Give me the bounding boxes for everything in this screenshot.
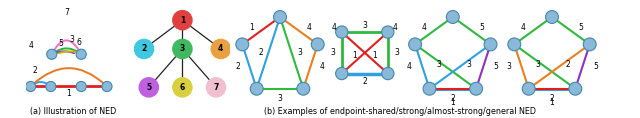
Text: 1: 1 (353, 51, 357, 60)
Text: 4: 4 (332, 23, 337, 32)
FancyArrowPatch shape (53, 40, 80, 52)
Text: 4: 4 (307, 23, 311, 32)
Text: (a) Illustration of NED: (a) Illustration of NED (31, 107, 116, 116)
Circle shape (446, 11, 460, 23)
Text: 1: 1 (249, 23, 253, 32)
FancyArrowPatch shape (33, 82, 49, 85)
Text: 2: 2 (362, 78, 367, 86)
Circle shape (46, 81, 56, 92)
Circle shape (470, 82, 483, 95)
Circle shape (381, 26, 394, 38)
Circle shape (211, 39, 230, 59)
Circle shape (508, 38, 521, 51)
Text: (b) Examples of endpoint-shared/strong/almost-strong/general NED: (b) Examples of endpoint-shared/strong/a… (264, 107, 536, 116)
Text: 1: 1 (550, 98, 554, 107)
Text: 1: 1 (180, 16, 185, 25)
Circle shape (26, 81, 36, 92)
Text: 3: 3 (297, 48, 302, 57)
Circle shape (297, 82, 310, 95)
Circle shape (173, 78, 192, 97)
Circle shape (173, 39, 192, 59)
Circle shape (250, 82, 263, 95)
Text: 4: 4 (407, 62, 412, 71)
Circle shape (545, 11, 559, 23)
Circle shape (47, 49, 57, 59)
Text: 3: 3 (362, 21, 367, 30)
Text: 2: 2 (141, 44, 147, 53)
Circle shape (335, 26, 348, 38)
Text: 3: 3 (330, 48, 335, 57)
Text: 4: 4 (393, 23, 398, 32)
Text: 2: 2 (258, 48, 263, 57)
Text: 2: 2 (451, 94, 455, 103)
Circle shape (381, 67, 394, 80)
Text: 1: 1 (372, 51, 377, 60)
FancyArrowPatch shape (55, 51, 74, 53)
Circle shape (583, 38, 596, 51)
Text: 3: 3 (536, 60, 540, 69)
Text: 4: 4 (28, 41, 33, 50)
Text: 5: 5 (58, 39, 63, 48)
Circle shape (206, 78, 226, 97)
Circle shape (522, 82, 535, 95)
Text: 4: 4 (521, 23, 525, 32)
Text: 5: 5 (593, 62, 598, 71)
Text: 3: 3 (395, 48, 399, 57)
Circle shape (335, 67, 348, 80)
Text: 3: 3 (436, 60, 441, 69)
Circle shape (409, 38, 422, 51)
Circle shape (173, 11, 192, 30)
Circle shape (102, 81, 112, 92)
Text: 3: 3 (180, 44, 185, 53)
Text: 4: 4 (422, 23, 426, 32)
Text: 5: 5 (146, 83, 152, 92)
Text: 2: 2 (236, 62, 240, 71)
Circle shape (423, 82, 436, 95)
Text: 1: 1 (451, 98, 455, 107)
Circle shape (569, 82, 582, 95)
Text: 3: 3 (506, 62, 511, 71)
Text: 3: 3 (278, 94, 282, 103)
Circle shape (76, 81, 86, 92)
Circle shape (134, 39, 154, 59)
Text: 7: 7 (213, 83, 219, 92)
Text: 6: 6 (180, 83, 185, 92)
Circle shape (273, 11, 287, 23)
Circle shape (140, 78, 159, 97)
Text: 6: 6 (76, 38, 81, 47)
Circle shape (236, 38, 249, 51)
FancyArrowPatch shape (59, 51, 81, 53)
Text: 5: 5 (579, 23, 583, 32)
Text: 1: 1 (67, 89, 71, 98)
Text: 2: 2 (550, 94, 554, 103)
Text: 4: 4 (218, 44, 223, 53)
Text: 3: 3 (70, 35, 74, 44)
Text: 5: 5 (479, 23, 484, 32)
Text: 4: 4 (320, 62, 325, 71)
Text: 2: 2 (566, 60, 570, 69)
Text: 3: 3 (467, 60, 471, 69)
Circle shape (76, 49, 86, 59)
FancyArrowPatch shape (33, 68, 105, 85)
Circle shape (484, 38, 497, 51)
Text: 7: 7 (64, 8, 69, 17)
Text: 2: 2 (33, 66, 38, 75)
FancyArrowPatch shape (54, 48, 79, 53)
Text: 5: 5 (493, 62, 499, 71)
Circle shape (311, 38, 324, 51)
